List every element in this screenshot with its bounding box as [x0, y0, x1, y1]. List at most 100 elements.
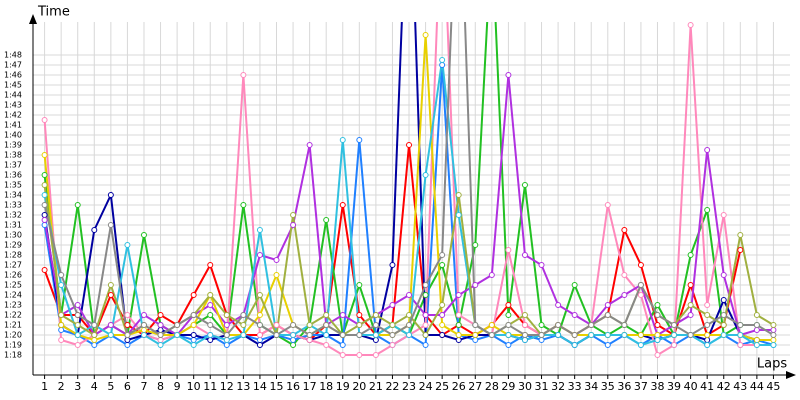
point	[107, 192, 114, 198]
x-tick-label: 6	[124, 380, 131, 393]
point	[720, 297, 727, 303]
y-tick-label: 1:47	[4, 61, 22, 70]
point	[521, 337, 528, 343]
point	[124, 342, 131, 348]
point	[687, 302, 694, 308]
x-tick-label: 19	[336, 380, 350, 393]
point	[588, 322, 595, 328]
x-tick-label: 3	[74, 380, 81, 393]
point	[571, 312, 578, 318]
point	[41, 202, 48, 208]
x-tick-label: 1	[41, 380, 48, 393]
point	[472, 332, 479, 338]
point	[422, 292, 429, 298]
x-tick-label: 12	[220, 380, 234, 393]
point	[422, 332, 429, 338]
x-tick-label: 22	[385, 380, 399, 393]
point	[339, 332, 346, 338]
point	[190, 342, 197, 348]
point	[704, 147, 711, 153]
point	[488, 272, 495, 278]
point	[74, 202, 81, 208]
y-tick-label: 1:37	[4, 161, 22, 170]
point	[356, 312, 363, 318]
x-tick-label: 26	[452, 380, 466, 393]
point	[356, 322, 363, 328]
point	[505, 342, 512, 348]
point	[637, 332, 644, 338]
point	[455, 212, 462, 218]
point	[306, 337, 313, 343]
point	[190, 312, 197, 318]
point	[290, 322, 297, 328]
point	[422, 322, 429, 328]
point	[604, 302, 611, 308]
point	[157, 322, 164, 328]
point	[488, 322, 495, 328]
point	[555, 302, 562, 308]
point	[654, 322, 661, 328]
point	[687, 282, 694, 288]
x-tick-label: 5	[107, 380, 114, 393]
point	[124, 337, 131, 343]
x-tick-label: 29	[501, 380, 515, 393]
point	[604, 332, 611, 338]
point	[604, 342, 611, 348]
point	[372, 312, 379, 318]
x-tick-label: 31	[535, 380, 549, 393]
point	[140, 322, 147, 328]
point	[389, 322, 396, 328]
point	[256, 337, 263, 343]
point	[704, 342, 711, 348]
x-tick-label: 16	[286, 380, 300, 393]
point	[223, 342, 230, 348]
point	[571, 282, 578, 288]
point	[306, 332, 313, 338]
x-tick-label: 21	[369, 380, 383, 393]
point	[41, 212, 48, 218]
point	[753, 322, 760, 328]
point	[439, 262, 446, 268]
y-tick-label: 1:27	[4, 261, 22, 270]
point	[256, 227, 263, 233]
point	[704, 337, 711, 343]
point	[720, 322, 727, 328]
point	[753, 337, 760, 343]
point	[207, 312, 214, 318]
point	[737, 247, 744, 253]
point	[455, 322, 462, 328]
series	[41, 22, 777, 358]
y-tick-label: 1:36	[4, 171, 22, 180]
x-tick-label: 18	[319, 380, 333, 393]
point	[770, 322, 777, 328]
point	[339, 312, 346, 318]
y-tick-label: 1:44	[4, 91, 22, 100]
point	[256, 292, 263, 298]
x-tick-label: 40	[684, 380, 698, 393]
point	[389, 342, 396, 348]
point	[671, 342, 678, 348]
x-tick-label: 34	[584, 380, 598, 393]
y-tick-label: 1:46	[4, 71, 22, 80]
point	[240, 202, 247, 208]
x-tick-label: 9	[174, 380, 181, 393]
point	[74, 312, 81, 318]
point	[439, 252, 446, 258]
y-tick-label: 1:29	[4, 241, 22, 250]
point	[174, 332, 181, 338]
point	[704, 312, 711, 318]
x-tick-label: 24	[419, 380, 433, 393]
point	[190, 337, 197, 343]
point	[439, 302, 446, 308]
x-tick-label: 44	[750, 380, 764, 393]
point	[704, 302, 711, 308]
point	[753, 312, 760, 318]
point	[505, 332, 512, 338]
point	[91, 227, 98, 233]
point	[323, 217, 330, 223]
point	[720, 212, 727, 218]
point	[505, 322, 512, 328]
x-tick-label: 11	[203, 380, 217, 393]
y-tick-label: 1:32	[4, 211, 22, 220]
point	[505, 247, 512, 253]
